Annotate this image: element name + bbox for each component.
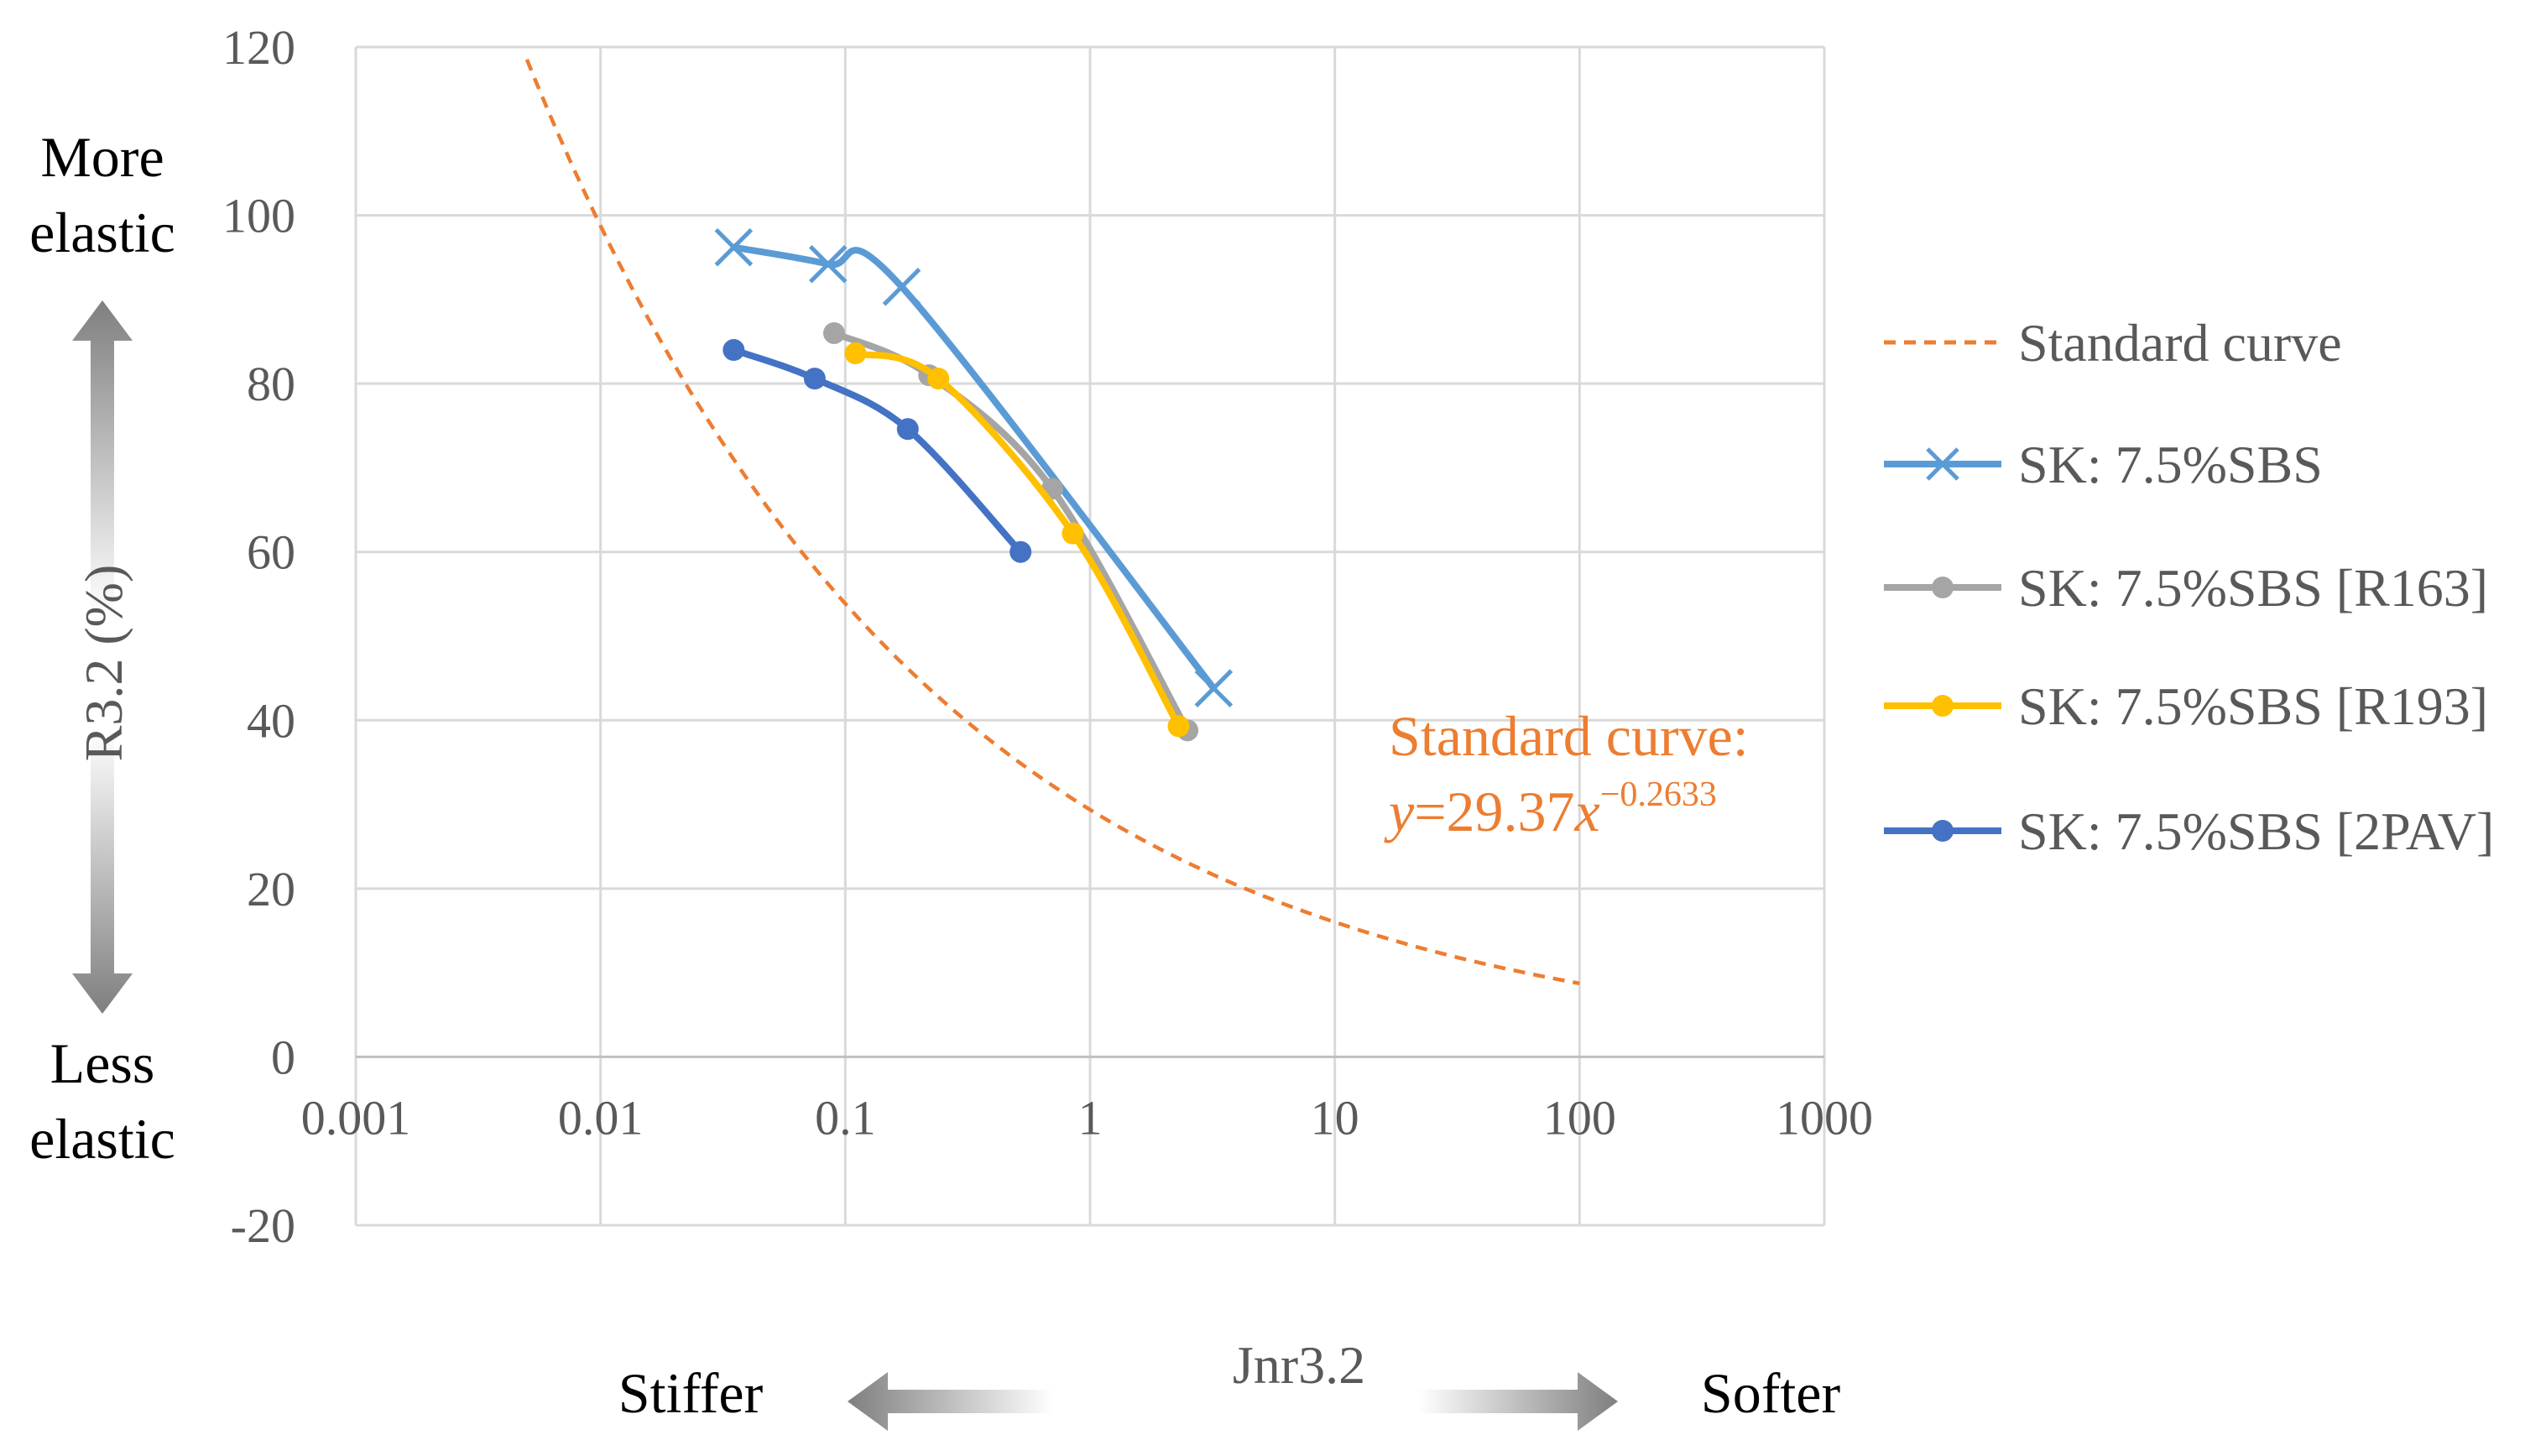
series-line: [830, 329, 1192, 734]
legend-item-standard-curve: Standard curve: [1884, 313, 2342, 373]
x-tick-label: 100: [1543, 1090, 1616, 1145]
legend-item-sk-sbs: SK: 7.5%SBS: [1884, 435, 2323, 494]
series-3: [844, 342, 1190, 738]
data-point-x-marker: [1194, 669, 1234, 707]
data-point: [896, 418, 919, 441]
x-axis-label: Jnr3.2: [1233, 1335, 1365, 1395]
legend-marker-x-icon: [1926, 447, 1959, 481]
equation-exponent: −0.2633: [1600, 775, 1717, 814]
y-tick-label: 120: [222, 20, 295, 75]
y-tick-label: 40: [247, 693, 295, 748]
x-tick-label: 0.001: [301, 1090, 411, 1145]
more-elastic-label-line2: elastic: [29, 201, 175, 264]
data-point: [822, 321, 845, 344]
legend: Standard curve SK: 7.5%SBS SK: 7.5%SBS […: [1884, 313, 2494, 861]
y-tick-label: 60: [247, 525, 295, 580]
y-tick-label: 0: [271, 1030, 295, 1084]
legend-label-sk-sbs-r163: SK: 7.5%SBS [R163]: [2018, 558, 2488, 618]
y-tick-label: 100: [222, 189, 295, 243]
legend-item-sk-sbs-2pav: SK: 7.5%SBS [2PAV]: [1884, 801, 2494, 861]
x-tick-label: 10: [1311, 1090, 1359, 1145]
legend-item-sk-sbs-r163: SK: 7.5%SBS [R163]: [1884, 558, 2488, 618]
legend-marker-circle-icon: [1932, 820, 1954, 842]
data-point: [1167, 715, 1190, 738]
x-tick-label: 1: [1078, 1090, 1103, 1145]
softer-label: Softer: [1701, 1361, 1841, 1425]
data-point: [723, 339, 745, 362]
series-2: [822, 321, 1199, 742]
stiffer-label: Stiffer: [618, 1361, 764, 1425]
arrow-down-icon: [72, 730, 133, 1014]
more-elastic-label-line1: More: [40, 125, 164, 189]
standard-curve-line: [524, 59, 1580, 986]
data-point-x-marker: [808, 244, 848, 284]
equation-coefficient: =29.37: [1414, 780, 1574, 843]
legend-label-sk-sbs: SK: 7.5%SBS: [2018, 435, 2323, 494]
data-point: [844, 342, 867, 365]
less-elastic-label-line1: Less: [50, 1031, 155, 1095]
data-point: [1010, 540, 1032, 563]
series-line: [730, 347, 1025, 556]
series-group: [524, 59, 1580, 986]
series-4: [723, 339, 1032, 563]
x-tick-label: 0.01: [558, 1090, 644, 1145]
y-tick-label: 20: [247, 862, 295, 916]
equation-x-var: x: [1574, 780, 1600, 843]
less-elastic-label-line2: elastic: [29, 1107, 175, 1171]
tick-labels: 0.001 0.01 0.1 1 10 100 1000 -20 0 20 40 60 80 100 120: [222, 20, 1873, 1253]
data-point-x-marker: [882, 268, 921, 306]
legend-label-standard-curve: Standard curve: [2018, 313, 2342, 373]
data-point: [1062, 522, 1084, 545]
equation-title: Standard curve:: [1389, 704, 1749, 768]
y-tick-label: -20: [231, 1198, 295, 1253]
data-point: [927, 368, 950, 390]
y-tick-label: 80: [247, 357, 295, 411]
legend-marker-circle-icon: [1932, 695, 1954, 717]
arrow-left-icon: [848, 1372, 1053, 1431]
x-tick-label: 1000: [1776, 1090, 1873, 1145]
data-point: [803, 368, 826, 390]
series-line: [852, 350, 1182, 730]
arrow-right-icon: [1418, 1372, 1618, 1431]
x-tick-label: 0.1: [815, 1090, 876, 1145]
equation-formula: y=29.37x−0.2633: [1384, 775, 1717, 843]
legend-item-sk-sbs-r193: SK: 7.5%SBS [R193]: [1884, 676, 2488, 736]
arrow-up-icon: [72, 300, 133, 614]
gridlines: [354, 45, 1826, 1227]
series-1: [714, 227, 1234, 707]
legend-label-sk-sbs-r193: SK: 7.5%SBS [R193]: [2018, 676, 2488, 736]
equation-y-var: y: [1384, 780, 1415, 843]
series-line: [730, 243, 1218, 692]
y-axis-label: R3.2 (%): [74, 565, 133, 762]
data-point-x-marker: [714, 227, 754, 267]
legend-label-sk-sbs-2pav: SK: 7.5%SBS [2PAV]: [2018, 801, 2494, 861]
legend-marker-circle-icon: [1932, 577, 1954, 598]
